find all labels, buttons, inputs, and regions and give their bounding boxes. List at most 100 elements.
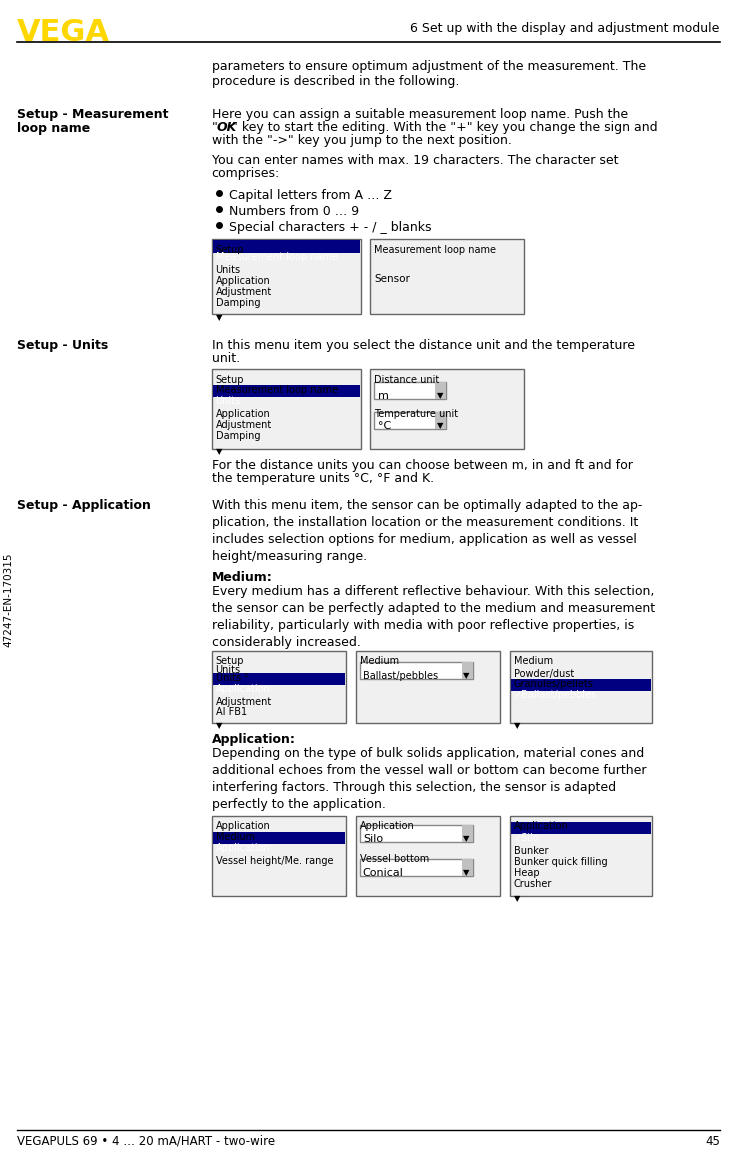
Text: comprises:: comprises:	[211, 167, 280, 180]
Text: OK: OK	[217, 121, 237, 134]
Text: Application:: Application:	[211, 734, 295, 746]
Bar	[371, 369, 525, 449]
Text: Medium:: Medium:	[211, 572, 273, 584]
Text: Depending on the type of bulk solids application, material cones and
additional : Depending on the type of bulk solids app…	[211, 747, 646, 811]
Text: Application: Application	[215, 843, 270, 853]
Text: Adjustment: Adjustment	[215, 287, 272, 297]
Text: Vessel bottom: Vessel bottom	[360, 854, 429, 864]
Bar	[360, 858, 473, 876]
Text: ▼: ▼	[437, 391, 443, 400]
Text: Damping: Damping	[215, 299, 260, 308]
Bar	[511, 679, 652, 691]
Text: Every medium has a different reflective behaviour. With this selection,
the sens: Every medium has a different reflective …	[211, 585, 655, 649]
Text: Setup: Setup	[215, 375, 244, 385]
Text: ✓Silo: ✓Silo	[514, 833, 540, 843]
Text: with the "->" key you jump to the next position.: with the "->" key you jump to the next p…	[211, 134, 512, 147]
Bar	[462, 858, 473, 876]
Text: Crusher: Crusher	[514, 879, 552, 889]
Text: Here you can assign a suitable measurement loop name. Push the: Here you can assign a suitable measureme…	[211, 108, 628, 121]
Text: You can enter names with max. 19 characters. The character set: You can enter names with max. 19 charact…	[211, 154, 618, 167]
Text: Heap: Heap	[514, 868, 540, 878]
Text: Setup: Setup	[215, 245, 244, 255]
Text: Application: Application	[215, 684, 270, 694]
Text: loop name: loop name	[17, 121, 91, 135]
Text: Adjustment: Adjustment	[215, 697, 272, 707]
Text: ▼: ▼	[463, 671, 470, 680]
Bar	[374, 382, 446, 399]
Text: VEGA: VEGA	[17, 19, 110, 47]
Text: Setup - Units: Setup - Units	[17, 339, 109, 352]
Text: Application: Application	[360, 821, 414, 831]
Text: Application: Application	[215, 410, 270, 419]
Text: Distance unit: Distance unit	[374, 375, 439, 385]
Text: Units: Units	[215, 265, 241, 275]
Bar	[435, 382, 446, 399]
Text: ▼: ▼	[215, 314, 222, 322]
Bar	[510, 816, 652, 896]
Text: Temperature unit: Temperature unit	[374, 410, 458, 419]
Bar	[360, 662, 473, 679]
Bar	[356, 816, 501, 896]
Text: Granules/pellets: Granules/pellets	[514, 679, 593, 690]
Text: parameters to ensure optimum adjustment of the measurement. The
procedure is des: parameters to ensure optimum adjustment …	[211, 60, 646, 88]
Bar	[213, 239, 360, 253]
Text: ✓Ballast/pebbles: ✓Ballast/pebbles	[514, 690, 597, 700]
Bar	[462, 825, 473, 842]
Text: Application: Application	[514, 821, 569, 831]
Text: Units: Units	[215, 665, 241, 675]
Text: Damping: Damping	[215, 432, 260, 441]
Bar	[511, 821, 652, 834]
Bar	[211, 816, 347, 896]
Bar	[211, 369, 361, 449]
Bar	[211, 239, 361, 314]
Text: Measurement loop name: Measurement loop name	[215, 252, 337, 261]
Text: Bunker quick filling: Bunker quick filling	[514, 857, 608, 867]
Text: For the distance units you can choose between m, in and ft and for: For the distance units you can choose be…	[211, 459, 633, 472]
Text: 45: 45	[705, 1135, 720, 1148]
Text: ▼: ▼	[514, 894, 520, 902]
Text: ▼: ▼	[514, 721, 520, 730]
Text: m: m	[378, 391, 389, 401]
Text: ": "	[211, 121, 217, 134]
Text: Measurement loop name: Measurement loop name	[215, 385, 337, 395]
Text: the temperature units °C, °F and K.: the temperature units °C, °F and K.	[211, 472, 434, 485]
Bar	[213, 673, 346, 685]
Text: Medium: Medium	[514, 656, 553, 666]
Text: Capital letters from A … Z: Capital letters from A … Z	[229, 189, 392, 202]
Bar	[356, 651, 501, 723]
Text: Ballast/pebbles: Ballast/pebbles	[362, 671, 438, 681]
Text: Special characters + - / _ blanks: Special characters + - / _ blanks	[229, 221, 432, 234]
Text: °C: °C	[378, 421, 391, 432]
Bar	[374, 412, 446, 429]
Text: Sensor: Sensor	[374, 274, 410, 283]
Text: Units: Units	[215, 396, 241, 406]
Text: Adjustment: Adjustment	[215, 420, 272, 430]
Bar	[213, 385, 360, 397]
Text: ▼: ▼	[437, 421, 443, 430]
Text: ▼: ▼	[215, 447, 222, 456]
Text: Medium: Medium	[360, 656, 399, 666]
Text: Conical: Conical	[362, 868, 404, 878]
Bar	[371, 239, 525, 314]
Text: Vessel height/Me. range: Vessel height/Me. range	[215, 856, 333, 865]
Text: " key to start the editing. With the "+" key you change the sign and: " key to start the editing. With the "+"…	[232, 121, 658, 134]
Text: Setup: Setup	[215, 656, 244, 666]
Text: In this menu item you select the distance unit and the temperature: In this menu item you select the distanc…	[211, 339, 635, 352]
Text: Application: Application	[215, 821, 270, 831]
Text: Silo: Silo	[362, 834, 383, 843]
Text: Units ²: Units ²	[215, 673, 248, 683]
Text: ▼: ▼	[463, 868, 470, 877]
Bar	[360, 825, 473, 842]
Bar	[211, 651, 347, 723]
Bar	[510, 651, 652, 723]
Text: 47247-EN-170315: 47247-EN-170315	[4, 553, 14, 647]
Text: VEGAPULS 69 • 4 … 20 mA/HART - two-wire: VEGAPULS 69 • 4 … 20 mA/HART - two-wire	[17, 1135, 276, 1148]
Bar	[213, 832, 346, 843]
Bar	[462, 662, 473, 679]
Text: Setup - Application: Setup - Application	[17, 499, 151, 513]
Text: Setup - Measurement: Setup - Measurement	[17, 108, 169, 121]
Text: AI FB1: AI FB1	[215, 707, 247, 717]
Text: Numbers from 0 … 9: Numbers from 0 … 9	[229, 205, 359, 218]
Text: Medium: Medium	[215, 832, 254, 842]
Text: With this menu item, the sensor can be optimally adapted to the ap-
plication, t: With this menu item, the sensor can be o…	[211, 499, 642, 563]
